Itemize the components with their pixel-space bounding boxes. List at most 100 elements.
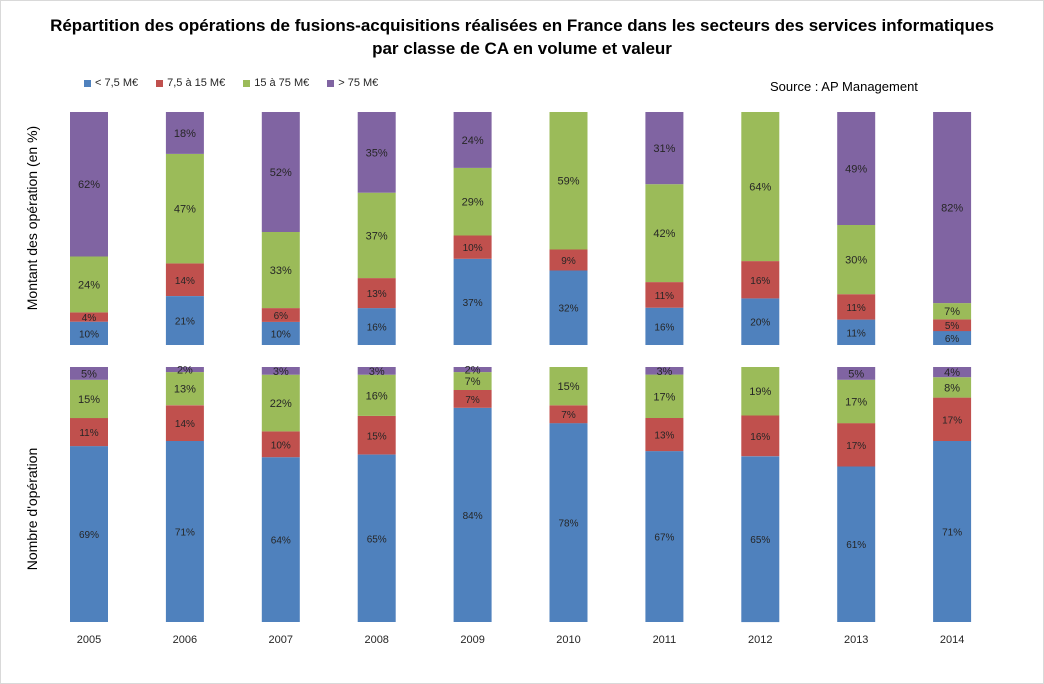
bar-segment-amount-2008-lt-7-5 bbox=[357, 308, 396, 345]
bar-segment-amount-2011-7-5-15 bbox=[645, 282, 684, 308]
bar-segment-count-2008-gt-75 bbox=[357, 367, 396, 375]
bar-segment-count-2006-7-5-15 bbox=[165, 405, 204, 441]
bar-segment-amount-2008-7-5-15 bbox=[357, 278, 396, 309]
x-tick-label-2014: 2014 bbox=[940, 634, 964, 646]
x-tick-label-2011: 2011 bbox=[653, 634, 677, 646]
bar-segment-count-2012-lt-7-5 bbox=[741, 456, 780, 623]
value-label-amount-2009-gt-75: 24% bbox=[462, 135, 484, 147]
value-label-amount-2010-15-75: 59% bbox=[557, 176, 579, 188]
value-label-count-2012-15-75: 19% bbox=[749, 386, 771, 398]
value-label-amount-2013-7-5-15: 11% bbox=[847, 303, 866, 314]
bar-segment-amount-2014-7-5-15 bbox=[933, 319, 972, 332]
x-tick-label-2009: 2009 bbox=[460, 634, 484, 646]
value-label-amount-2008-15-75: 37% bbox=[366, 230, 388, 242]
value-label-amount-2013-lt-7-5: 11% bbox=[847, 328, 866, 339]
value-label-count-2008-lt-7-5: 65% bbox=[367, 534, 387, 545]
value-label-count-2010-15-75: 15% bbox=[557, 381, 579, 393]
chart-title-line-2: par classe de CA en volume et valeur bbox=[372, 39, 672, 58]
value-label-count-2007-7-5-15: 10% bbox=[271, 440, 291, 451]
x-tick-label-2007: 2007 bbox=[269, 634, 293, 646]
bar-segment-amount-2006-lt-7-5 bbox=[165, 296, 204, 345]
legend-label-15-75: 15 à 75 M€ bbox=[254, 77, 310, 89]
legend: < 7,5 M€ 7,5 à 15 M€ 15 à 75 M€ > 75 M€ bbox=[84, 77, 378, 89]
value-label-amount-2009-lt-7-5: 37% bbox=[463, 298, 483, 309]
value-label-count-2010-7-5-15: 7% bbox=[561, 410, 576, 421]
value-label-amount-2012-lt-7-5: 20% bbox=[750, 318, 770, 329]
bar-segment-amount-2006-gt-75 bbox=[165, 112, 204, 154]
value-label-count-2006-gt-75: 2% bbox=[177, 365, 193, 377]
value-label-amount-2014-15-75: 7% bbox=[944, 306, 960, 318]
value-label-amount-2014-7-5-15: 5% bbox=[945, 321, 960, 332]
value-label-count-2009-7-5-15: 7% bbox=[465, 395, 480, 406]
x-tick-label-2005: 2005 bbox=[77, 634, 101, 646]
value-label-count-2005-7-5-15: 11% bbox=[79, 428, 98, 439]
value-label-count-2007-lt-7-5: 64% bbox=[271, 536, 291, 547]
value-label-amount-2013-gt-75: 49% bbox=[845, 164, 867, 176]
bar-segment-count-2005-lt-7-5 bbox=[70, 446, 108, 622]
value-label-count-2005-gt-75: 5% bbox=[81, 368, 97, 380]
bar-segment-count-2010-7-5-15 bbox=[549, 405, 588, 424]
bar-segment-count-2011-15-75 bbox=[645, 374, 684, 418]
value-label-amount-2006-7-5-15: 14% bbox=[175, 276, 195, 287]
bar-segment-count-2013-lt-7-5 bbox=[837, 466, 876, 622]
value-label-count-2005-lt-7-5: 69% bbox=[79, 530, 99, 541]
bar-segment-amount-2014-15-75 bbox=[933, 303, 972, 320]
bar-segment-amount-2013-lt-7-5 bbox=[837, 319, 876, 345]
bar-segment-count-2012-7-5-15 bbox=[741, 415, 780, 457]
value-label-count-2006-7-5-15: 14% bbox=[175, 419, 195, 430]
value-label-count-2009-lt-7-5: 84% bbox=[463, 511, 483, 522]
value-label-count-2013-lt-7-5: 61% bbox=[846, 540, 866, 551]
legend-label-7-5-15: 7,5 à 15 M€ bbox=[167, 77, 226, 89]
bar-segment-amount-2007-gt-75 bbox=[261, 112, 300, 232]
bar-segment-count-2009-lt-7-5 bbox=[453, 407, 492, 622]
bar-segment-amount-2005-15-75 bbox=[70, 256, 108, 313]
value-label-count-2008-7-5-15: 15% bbox=[367, 431, 387, 442]
bar-segment-count-2014-lt-7-5 bbox=[933, 441, 972, 622]
value-label-count-2009-gt-75: 2% bbox=[465, 365, 481, 377]
bar-segment-amount-2013-7-5-15 bbox=[837, 294, 876, 320]
bar-segment-amount-2013-gt-75 bbox=[837, 112, 876, 225]
value-label-amount-2005-lt-7-5: 10% bbox=[79, 329, 99, 340]
x-tick-label-2012: 2012 bbox=[748, 634, 772, 646]
value-label-count-2008-15-75: 16% bbox=[366, 390, 388, 402]
bar-segment-amount-2009-gt-75 bbox=[453, 112, 492, 168]
legend-label-gt-75: > 75 M€ bbox=[338, 77, 379, 89]
value-label-count-2009-15-75: 7% bbox=[465, 376, 481, 388]
legend-item-7-5-15: 7,5 à 15 M€ bbox=[156, 77, 225, 89]
value-label-amount-2008-7-5-15: 13% bbox=[367, 289, 387, 300]
bar-segment-count-2011-gt-75 bbox=[645, 367, 684, 375]
value-label-amount-2008-lt-7-5: 16% bbox=[367, 323, 387, 334]
value-label-count-2011-gt-75: 3% bbox=[656, 366, 672, 378]
bar-segment-count-2007-gt-75 bbox=[261, 367, 300, 375]
bar-segment-count-2010-lt-7-5 bbox=[549, 423, 588, 622]
bar-segment-amount-2008-gt-75 bbox=[357, 112, 396, 193]
bar-segment-amount-2010-lt-7-5 bbox=[549, 270, 588, 345]
value-label-amount-2009-7-5-15: 10% bbox=[463, 243, 483, 254]
bar-segment-amount-2009-7-5-15 bbox=[453, 235, 492, 259]
bar-segment-amount-2012-15-75 bbox=[741, 112, 780, 262]
value-label-amount-2007-gt-75: 52% bbox=[270, 167, 292, 179]
bar-segment-count-2013-gt-75 bbox=[837, 367, 876, 380]
bar-segment-amount-2012-7-5-15 bbox=[741, 261, 780, 299]
value-label-count-2011-15-75: 17% bbox=[653, 391, 675, 403]
x-tick-label-2006: 2006 bbox=[173, 634, 197, 646]
bar-segment-count-2012-15-75 bbox=[741, 367, 780, 416]
x-tick-label-2013: 2013 bbox=[844, 634, 868, 646]
bar-segment-count-2006-lt-7-5 bbox=[165, 441, 204, 622]
value-label-count-2014-gt-75: 4% bbox=[944, 367, 960, 379]
bar-segment-count-2005-15-75 bbox=[70, 379, 108, 419]
bar-segment-count-2014-15-75 bbox=[933, 377, 972, 398]
bar-segment-count-2009-7-5-15 bbox=[453, 389, 492, 408]
value-label-count-2012-lt-7-5: 65% bbox=[750, 535, 770, 546]
bar-segment-amount-2013-15-75 bbox=[837, 225, 876, 295]
value-label-amount-2010-lt-7-5: 32% bbox=[558, 304, 578, 315]
bar-segment-count-2006-gt-75 bbox=[165, 367, 204, 373]
bar-segment-count-2013-15-75 bbox=[837, 379, 876, 424]
bar-segment-amount-2006-7-5-15 bbox=[165, 263, 204, 296]
legend-item-15-75: 15 à 75 M€ bbox=[243, 77, 309, 89]
bar-segment-count-2007-15-75 bbox=[261, 374, 300, 432]
bar-segment-amount-2011-gt-75 bbox=[645, 112, 684, 185]
x-tick-label-2010: 2010 bbox=[556, 634, 580, 646]
value-label-amount-2007-7-5-15: 6% bbox=[274, 311, 289, 322]
